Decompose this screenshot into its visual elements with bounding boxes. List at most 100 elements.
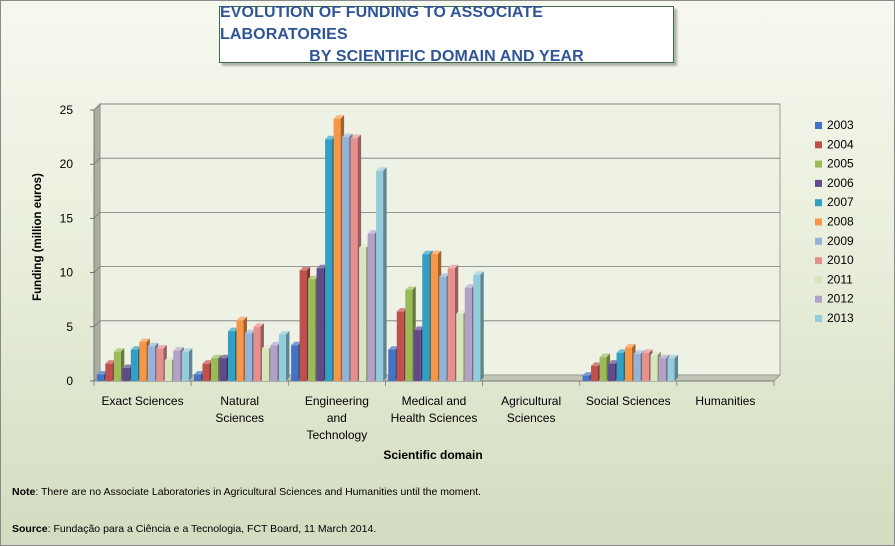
bar-top — [582, 372, 594, 376]
bar-2012 — [659, 358, 667, 381]
legend-swatch-2007 — [815, 199, 822, 207]
y-tick-label: 20 — [60, 157, 74, 171]
bar-top — [625, 343, 636, 348]
bar-2009 — [439, 276, 447, 381]
bar-2006 — [219, 358, 227, 381]
legend-label-2008: 2008 — [827, 215, 854, 229]
bar-2006 — [413, 330, 421, 381]
legend-label-2006: 2006 — [827, 176, 854, 190]
bar-2007 — [325, 139, 333, 381]
bar-top — [130, 346, 142, 350]
bar-top — [147, 342, 159, 347]
bar-2009 — [342, 137, 350, 381]
legend-label-2007: 2007 — [827, 195, 854, 209]
bar-top — [210, 354, 222, 359]
chart-title: EVOLUTION OF FUNDING TO ASSOCIATE LABORA… — [219, 4, 674, 65]
bar-top — [164, 356, 176, 361]
bar-2010 — [447, 268, 455, 381]
bar-2012 — [464, 287, 472, 381]
x-category-label: Engineering — [305, 394, 369, 408]
gridline-depth — [93, 320, 101, 328]
bar-2012 — [270, 345, 278, 381]
plot-side-wall — [93, 103, 101, 382]
bar-2003 — [388, 349, 396, 381]
bar-top — [156, 344, 167, 349]
x-category-label: Sciences — [215, 411, 264, 425]
source-label: Source — [12, 523, 48, 535]
bar-top — [291, 341, 302, 346]
legend-label-2005: 2005 — [827, 157, 854, 171]
legend-swatch-2011 — [815, 276, 822, 284]
bar-top — [439, 273, 450, 277]
gridline-depth — [93, 266, 101, 273]
y-tick-label: 5 — [66, 320, 73, 334]
bar-2007 — [616, 352, 624, 381]
legend-swatch-2013 — [815, 315, 822, 322]
bar-top — [325, 135, 336, 140]
legend-swatch-2003 — [815, 122, 822, 129]
bar-2008 — [236, 320, 244, 381]
bar-2011 — [359, 247, 367, 381]
gridline-depth — [93, 157, 101, 165]
bar-side — [674, 354, 679, 381]
bar-top — [350, 134, 362, 139]
y-tick-label: 25 — [60, 103, 74, 117]
bar-2008 — [625, 347, 633, 381]
bar-top — [413, 326, 425, 331]
x-category-label: Natural — [220, 394, 259, 408]
bar-2006 — [608, 363, 616, 381]
bar-top — [299, 266, 311, 271]
bar-2003 — [96, 374, 104, 381]
source-body: : Fundação para a Ciência e a Tecnologia… — [47, 523, 377, 535]
x-category-label: Technology — [306, 428, 367, 442]
bar-2013 — [278, 334, 286, 381]
bar-top — [599, 353, 611, 358]
bar-top — [244, 329, 256, 334]
bar-top — [202, 360, 213, 364]
bar-2006 — [316, 268, 324, 381]
note-text: Note: There are no Associate Laboratorie… — [12, 486, 481, 498]
y-axis-title: Funding (million euros) — [32, 173, 44, 301]
legend-label-2013: 2013 — [827, 311, 854, 325]
legend-label-2003: 2003 — [827, 118, 854, 132]
bar-top — [405, 286, 416, 290]
legend-swatch-2009 — [815, 237, 822, 245]
bar-2007 — [130, 349, 138, 381]
bar-top — [456, 310, 467, 314]
bar-2013 — [376, 170, 384, 381]
bar-side — [188, 348, 193, 381]
chart-title-line-2: BY SCIENTIFIC DOMAIN AND YEAR — [309, 47, 584, 65]
bar-2003 — [193, 374, 201, 381]
bar-top — [359, 244, 370, 248]
bar-top — [96, 370, 108, 375]
bar-top — [122, 364, 133, 368]
bar-top — [219, 354, 230, 359]
bar-top — [388, 346, 399, 350]
bar-top — [430, 250, 442, 255]
legend-label-2004: 2004 — [827, 137, 854, 151]
bar-2005 — [113, 351, 121, 381]
bar-top — [193, 370, 205, 375]
bar-2012 — [367, 233, 375, 381]
legend-label-2012: 2012 — [827, 292, 854, 306]
chart-title-line-1: EVOLUTION OF FUNDING TO ASSOCIATE LABORA… — [220, 3, 544, 43]
bar-2009 — [147, 346, 155, 381]
legend-swatch-2012 — [815, 295, 822, 303]
legend-swatch-2008 — [815, 218, 822, 226]
bar-2013 — [181, 351, 189, 381]
bar-top — [227, 327, 239, 332]
bar-2006 — [122, 367, 130, 381]
x-category-label: Medical and — [402, 394, 467, 408]
bar-2010 — [642, 352, 650, 381]
bar-top — [616, 349, 628, 353]
bar-top — [367, 230, 379, 234]
bar-top — [261, 344, 273, 349]
bar-2009 — [244, 333, 252, 381]
bar-top — [139, 338, 150, 342]
bar-2010 — [156, 348, 164, 381]
x-category-label: Social Sciences — [586, 394, 671, 408]
y-tick-label: 15 — [60, 211, 74, 225]
gridline-depth — [93, 212, 101, 219]
bar-top — [608, 360, 619, 364]
